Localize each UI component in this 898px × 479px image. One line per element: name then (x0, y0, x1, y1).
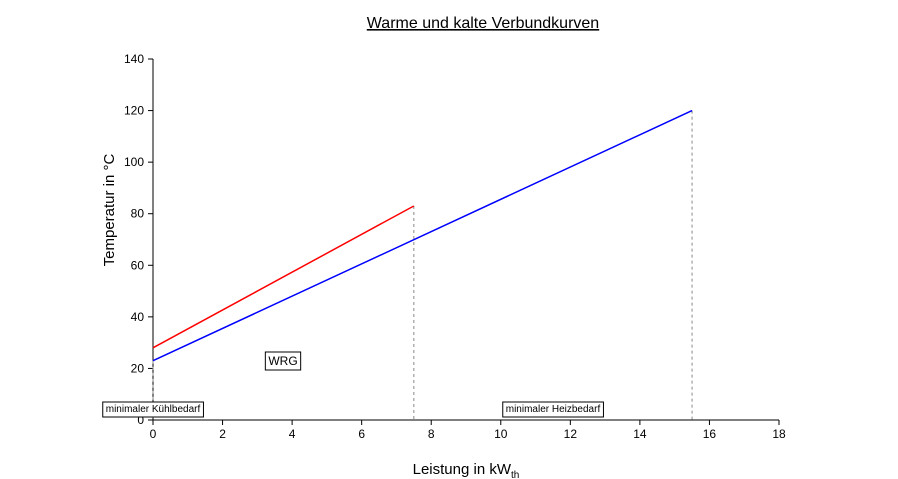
y-tick-label: 100 (124, 155, 144, 169)
x-tick-label: 2 (219, 427, 226, 441)
annotation-box (102, 401, 204, 418)
curve (152, 109, 693, 362)
chart-title: Warme und kalte Verbundkurven (367, 15, 599, 32)
annotation-box (502, 401, 604, 418)
y-tick-label: 140 (124, 52, 144, 66)
y-axis-label: Temperatur in °C (101, 153, 118, 266)
x-axis-label-subscript: th (511, 470, 519, 479)
x-axis-label-main: Leistung in kW (413, 461, 512, 478)
x-tick-label: 18 (772, 427, 786, 441)
y-tick-label: 40 (131, 310, 145, 324)
annotation-box (264, 351, 302, 371)
x-tick-label: 10 (494, 427, 508, 441)
x-tick-label: 0 (150, 427, 157, 441)
annotation: minimaler Kühlbedarf (106, 404, 201, 415)
x-tick-label: 14 (633, 427, 647, 441)
x-tick-label: 6 (358, 427, 365, 441)
annotation: WRG (268, 354, 297, 368)
y-tick-label: 120 (124, 104, 144, 118)
x-tick-label: 8 (428, 427, 435, 441)
x-tick-label: 16 (703, 427, 717, 441)
curve (152, 205, 415, 349)
x-tick-label: 12 (564, 427, 578, 441)
annotation: minimaler Heizbedarf (506, 404, 601, 415)
y-tick-label: 60 (131, 258, 145, 272)
y-tick-label: 80 (131, 207, 145, 221)
y-tick-label: 20 (131, 361, 145, 375)
x-axis-label: Leistung in kWth (413, 461, 520, 479)
x-tick-label: 4 (289, 427, 296, 441)
y-tick-label: 0 (137, 413, 144, 427)
